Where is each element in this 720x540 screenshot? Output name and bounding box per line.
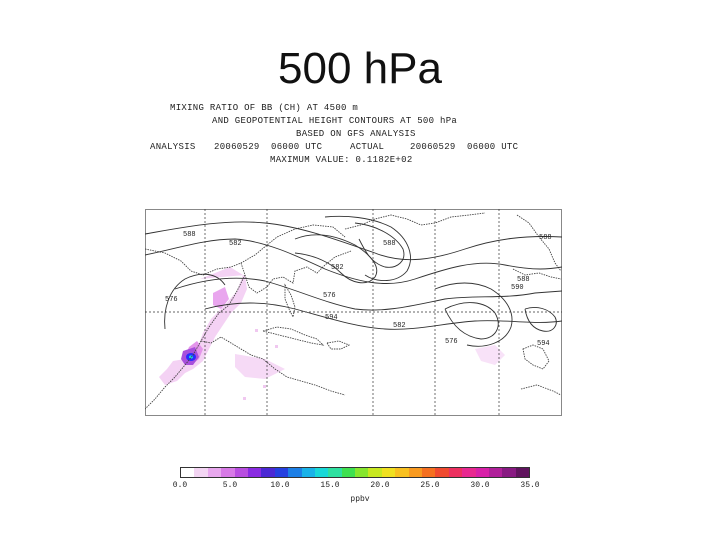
coastlines [145,212,562,410]
max-value: MAXIMUM VALUE: 0.1182E+02 [270,155,413,165]
coastline-africa [522,344,550,370]
colorbar-units: ppbv [350,495,370,504]
height-contour [145,221,562,261]
colorbar-swatch [488,468,503,477]
colorbar-swatch [207,468,222,477]
plume-mid-area-2 [213,287,229,309]
coastline [520,384,562,396]
slide-title: 500 hPa [278,44,442,93]
height-contour [444,302,499,340]
colorbar-swatch [395,468,409,477]
contour-label: 576 [165,296,178,304]
colorbar [180,467,530,478]
plume-dot [263,385,266,388]
colorbar-tick: 20.0 [370,481,390,490]
contour-label: 582 [229,240,242,248]
plume-light-area [159,267,247,385]
analysis-value: 20060529 06000 UTC [214,142,323,152]
contour-label: 594 [537,340,550,348]
colorbar-swatch [301,468,315,477]
header-line-3: BASED ON GFS ANALYSIS [296,129,416,139]
colorbar-swatch [328,468,342,477]
contour-label: 588 [383,240,396,248]
colorbar-swatch [381,468,396,477]
colorbar-swatch [181,468,195,477]
height-contour [324,215,411,281]
colorbar-swatch [502,468,516,477]
contour-label: 588 [539,234,552,242]
colorbar-tick: 5.0 [222,481,238,490]
colorbar-swatch [288,468,302,477]
colorbar-swatch [221,468,235,477]
coastline-hispaniola [326,340,351,350]
colorbar-swatch [247,468,262,477]
contour-label: 582 [393,322,406,330]
colorbar-swatch [448,468,463,477]
colorbar-swatch [234,468,248,477]
actual-value: 20060529 06000 UTC [410,142,519,152]
plume-light-area-3 [475,345,505,365]
coastline [240,250,352,294]
contour-label: 576 [445,338,458,346]
actual-label: ACTUAL [350,142,385,152]
contour-label: 588 [517,276,530,284]
plume-dot [243,397,246,400]
header-line-2: AND GEOPOTENTIAL HEIGHT CONTOURS AT 500 … [212,116,458,126]
colorbar-swatch [368,468,382,477]
plume-layer [159,267,505,400]
colorbar-swatch [435,468,449,477]
contour-label: 582 [331,264,344,272]
height-contour [164,273,226,330]
coastline [145,274,246,410]
colorbar-swatch [261,468,275,477]
colorbar-swatch [475,468,489,477]
height-contour [294,234,378,284]
contour-label: 588 [183,231,196,239]
plume-dot [255,329,258,332]
contour-label: 576 [323,292,336,300]
contour-label: 590 [511,284,524,292]
plume-dot [275,345,278,348]
colorbar-swatch [314,468,329,477]
colorbar-swatch [422,468,436,477]
height-contours [145,215,562,347]
plume-light-area-2 [235,354,285,379]
contour-label: 594 [325,314,338,322]
plume-cyan-core [189,355,193,359]
colorbar-tick: 30.0 [470,481,490,490]
coastline [512,268,562,280]
colorbar-swatch [194,468,208,477]
height-contour [434,282,513,347]
height-contour [174,277,562,311]
colorbar-swatch [462,468,476,477]
colorbar-tick: 0.0 [172,481,188,490]
grid-lines [145,209,562,416]
colorbar-tick: 35.0 [520,481,540,490]
height-contour [524,306,557,332]
colorbar-tick: 15.0 [320,481,340,490]
colorbar-swatch [274,468,289,477]
colorbar-swatch [355,468,369,477]
colorbar-tick: 10.0 [270,481,290,490]
colorbar-swatch [408,468,423,477]
coastline [344,212,486,230]
height-contour [145,238,562,284]
colorbar-swatch [515,468,530,477]
coastline [200,336,346,396]
height-contour [204,302,562,330]
header-line-1: MIXING RATIO OF BB (CH) AT 4500 m [170,103,359,113]
analysis-label: ANALYSIS [150,142,196,152]
coastline-cuba [261,326,325,346]
colorbar-swatch [341,468,356,477]
contour-labels: 588 582 588 582 576 594 582 576 588 590 … [165,231,552,348]
map-panel: 588 582 588 582 576 594 582 576 588 590 … [145,209,562,416]
height-contour [354,222,405,268]
colorbar-tick: 25.0 [420,481,440,490]
plume-dot [173,375,176,378]
